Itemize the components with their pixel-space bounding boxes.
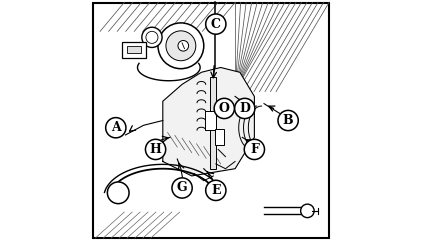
Text: C: C: [211, 18, 221, 31]
Text: E: E: [211, 184, 221, 197]
Circle shape: [158, 23, 204, 69]
Bar: [127, 46, 141, 53]
Text: H: H: [150, 143, 162, 156]
Circle shape: [300, 204, 314, 218]
Bar: [205, 111, 216, 130]
Text: A: A: [111, 121, 121, 134]
Text: G: G: [177, 181, 187, 194]
Circle shape: [178, 40, 189, 51]
Circle shape: [107, 182, 129, 204]
Text: D: D: [239, 102, 250, 115]
Bar: [122, 42, 146, 58]
Circle shape: [142, 27, 162, 47]
Circle shape: [235, 98, 255, 119]
Text: B: B: [283, 114, 293, 127]
Circle shape: [146, 139, 166, 160]
Circle shape: [278, 110, 298, 131]
Bar: [215, 129, 224, 145]
Text: O: O: [219, 102, 230, 115]
Circle shape: [172, 178, 192, 198]
Polygon shape: [163, 67, 254, 176]
Circle shape: [166, 31, 196, 61]
Circle shape: [106, 118, 126, 138]
Circle shape: [214, 98, 234, 119]
Text: F: F: [250, 143, 259, 156]
Circle shape: [206, 180, 226, 201]
Circle shape: [244, 139, 265, 160]
Bar: [210, 77, 216, 169]
Circle shape: [206, 14, 226, 34]
